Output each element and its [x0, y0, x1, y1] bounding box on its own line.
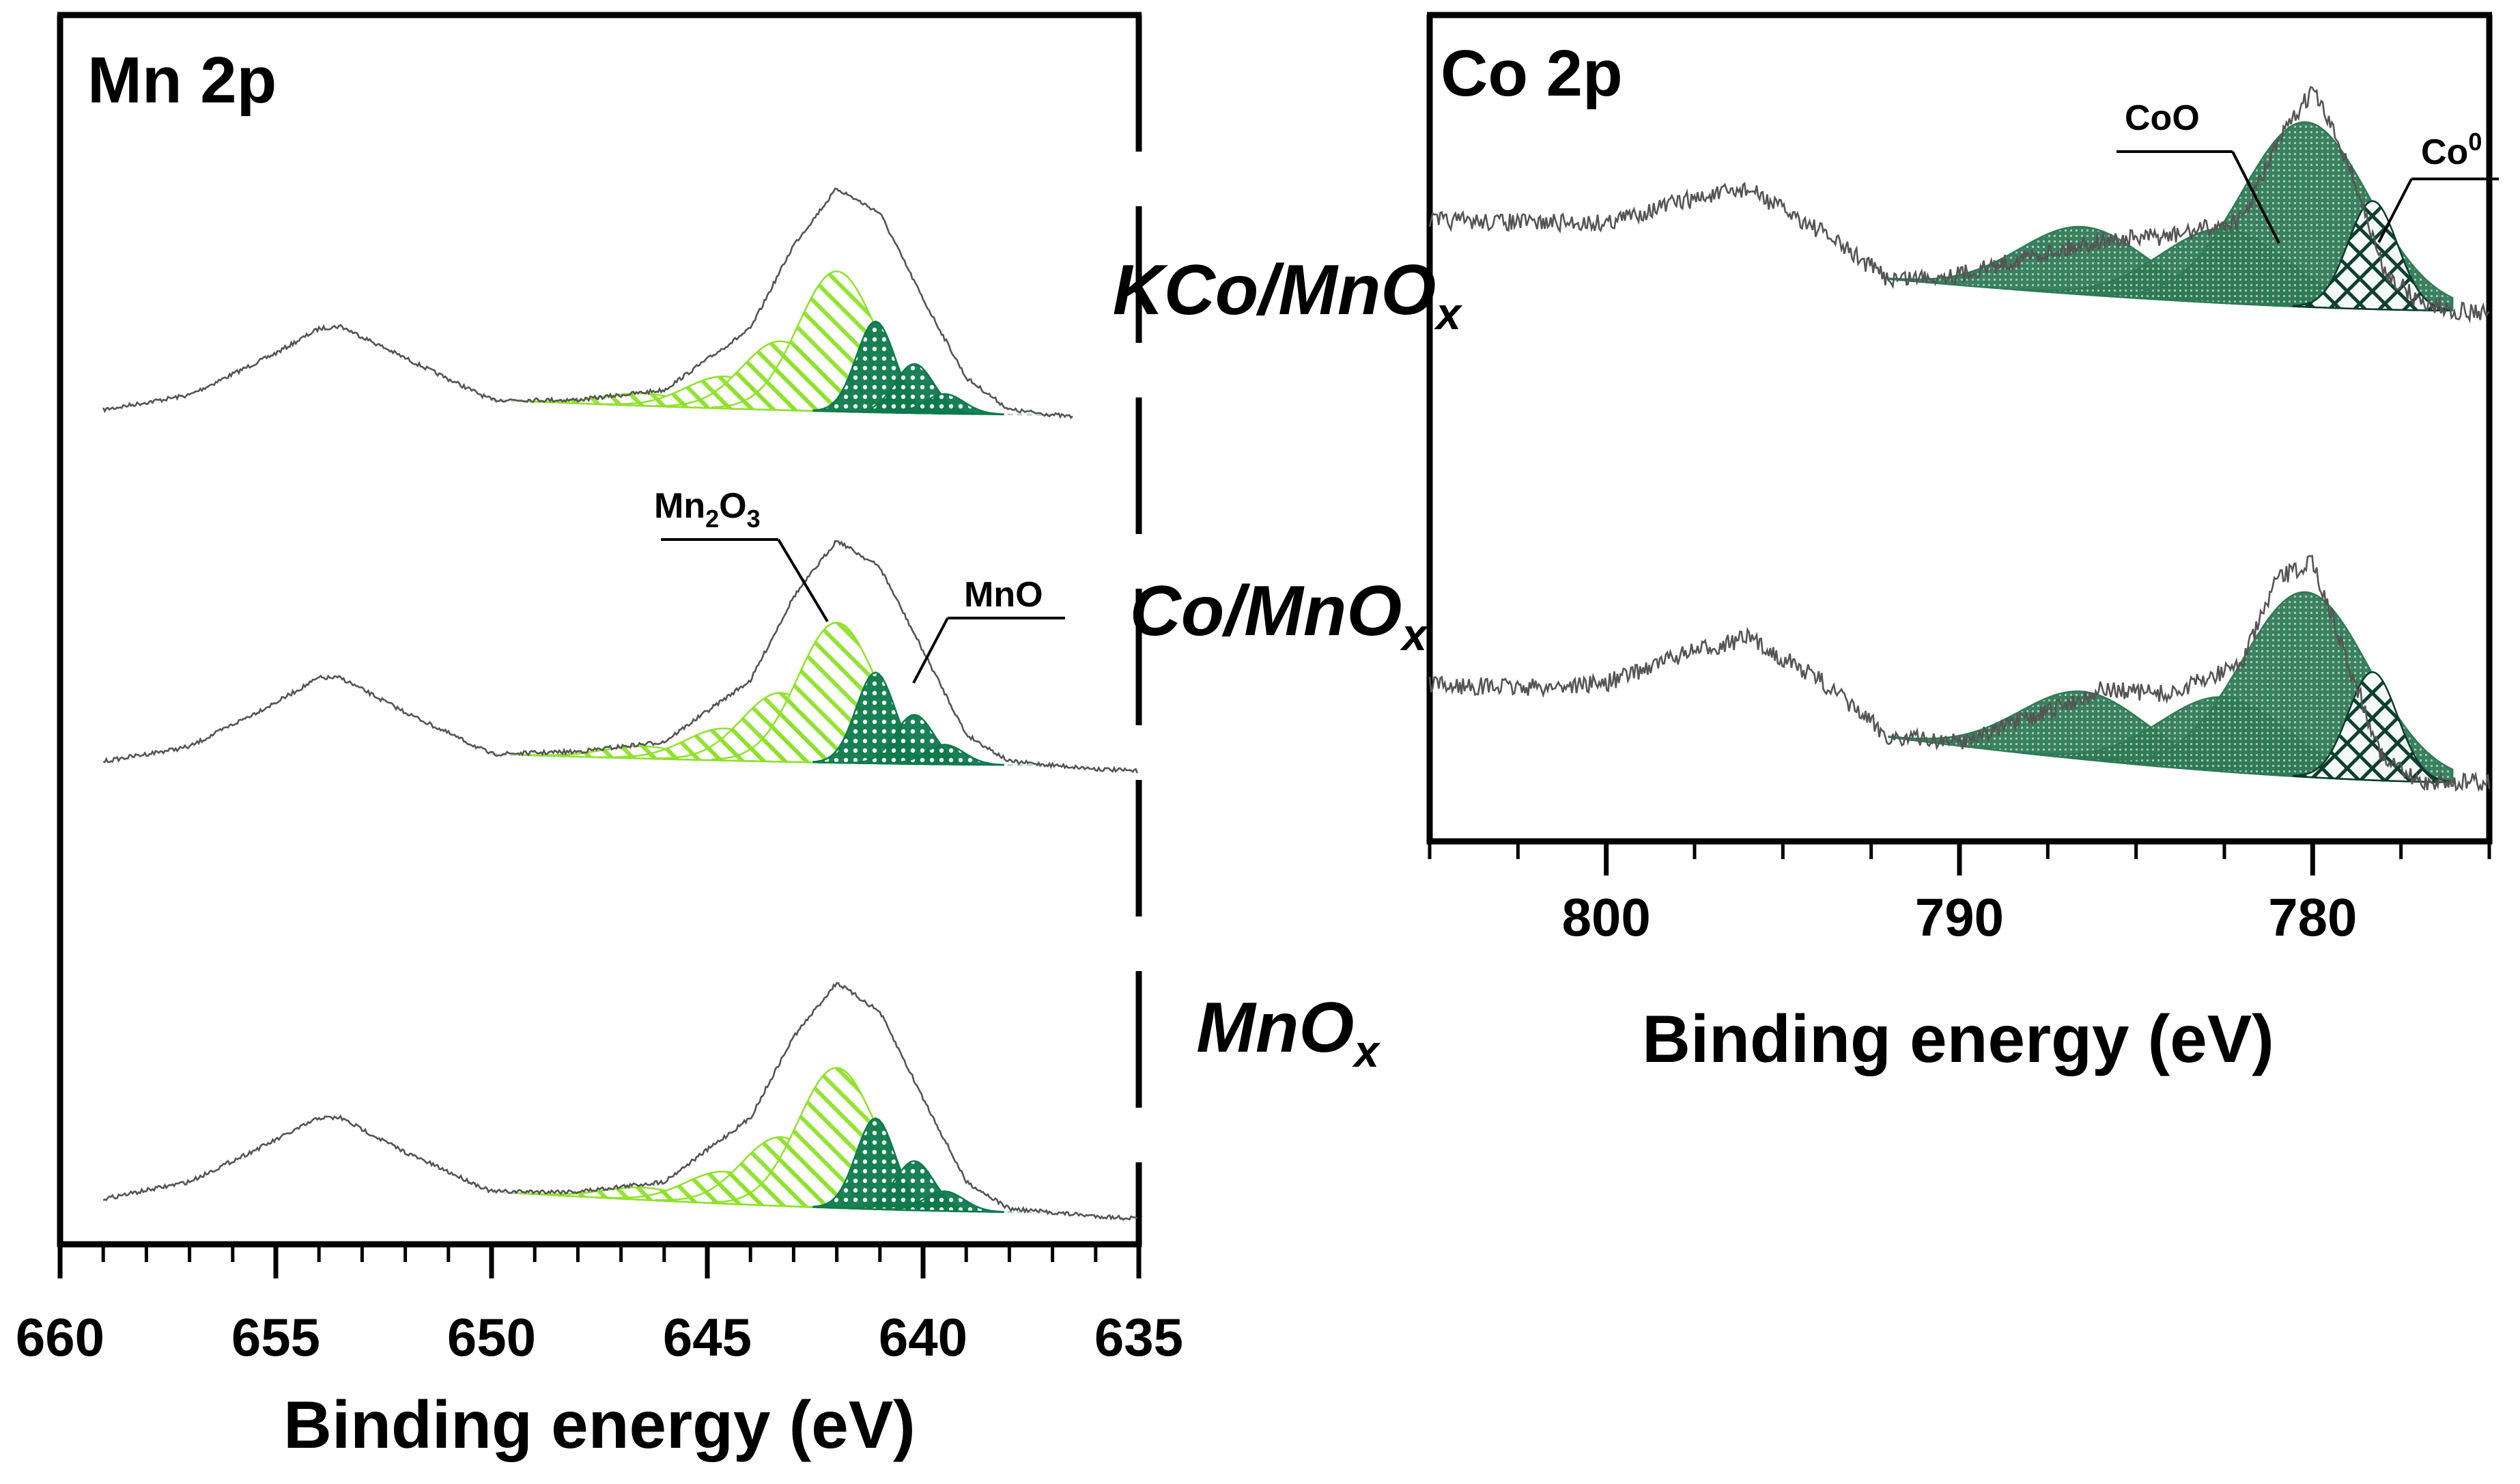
component-mno-peak-3 [881, 744, 1004, 766]
raw-spectrum-line [1428, 85, 2490, 324]
co-spectra [1428, 85, 2491, 792]
raw-spectrum-line [102, 187, 1073, 419]
coo-leader [2231, 151, 2280, 244]
x-tick-label-790: 790 [1915, 887, 2004, 947]
spectrum-kco-mnox [102, 187, 1073, 419]
co0-leader [2377, 178, 2413, 243]
coo-label: CoO [2125, 98, 2200, 138]
raw-spectrum-line [102, 540, 1138, 774]
mno-leader [912, 617, 949, 684]
spectrum-co-mnox [1428, 555, 2491, 792]
sample-label-co-mnox: Co/MnOx [1130, 572, 1429, 660]
x-tick-label-645: 645 [663, 1307, 752, 1367]
co0-label: Co0 [2421, 128, 2482, 172]
x-tick-label-800: 800 [1562, 887, 1651, 947]
mn2o3-leader [777, 538, 829, 623]
co0-annotation: Co0 [2377, 128, 2499, 243]
mno-annotation: MnO [912, 575, 1065, 684]
x-tick-label-640: 640 [879, 1307, 967, 1367]
coo-annotation: CoO [2116, 98, 2280, 244]
sample-label-kco-mnox: KCo/MnOx [1113, 251, 1463, 339]
x-tick-label-650: 650 [447, 1307, 536, 1367]
component-co0-peak-1 [2293, 200, 2450, 312]
mn2o3-label: Mn2O3 [654, 486, 761, 533]
x-tick-label-780: 780 [2268, 887, 2357, 947]
x-tick-label-635: 635 [1094, 1307, 1183, 1367]
x-tick-label-655: 655 [231, 1307, 320, 1367]
component-mno-peak-3 [881, 1190, 1004, 1214]
co-panel-title: Co 2p [1441, 37, 1623, 110]
sample-labels: KCo/MnOx Co/MnOx MnOx [1113, 251, 1463, 1076]
co-x-axis-label: Binding energy (eV) [1642, 1001, 2274, 1076]
mn-spectra [102, 187, 1138, 1221]
x-tick-label-660: 660 [16, 1307, 104, 1367]
component-mno-peak-3 [881, 393, 1004, 416]
mn-x-ticks: 660 655 650 645 640 635 [16, 1244, 1183, 1367]
co-x-ticks: 800 790 780 [1428, 841, 2491, 947]
mn-panel-title: Mn 2p [87, 44, 277, 117]
mn-x-axis-label: Binding energy (eV) [283, 1387, 916, 1462]
raw-spectrum-line [102, 982, 1138, 1221]
spectrum-kco-mnox [1428, 85, 2490, 324]
panel-mn2p: 660 655 650 645 640 635 Mn 2p Binding energy … [16, 12, 1183, 1462]
spectrum-mnox [102, 982, 1138, 1221]
mno-label: MnO [964, 575, 1043, 615]
sample-label-mnox: MnOx [1196, 988, 1381, 1076]
spectrum-co-mnox [102, 540, 1138, 774]
mn2o3-annotation: Mn2O3 [654, 486, 829, 623]
panel-co2p: 800 790 780 Co 2p Binding energy (eV) CoO … [1426, 12, 2499, 1076]
raw-spectrum-line [1428, 555, 2491, 792]
